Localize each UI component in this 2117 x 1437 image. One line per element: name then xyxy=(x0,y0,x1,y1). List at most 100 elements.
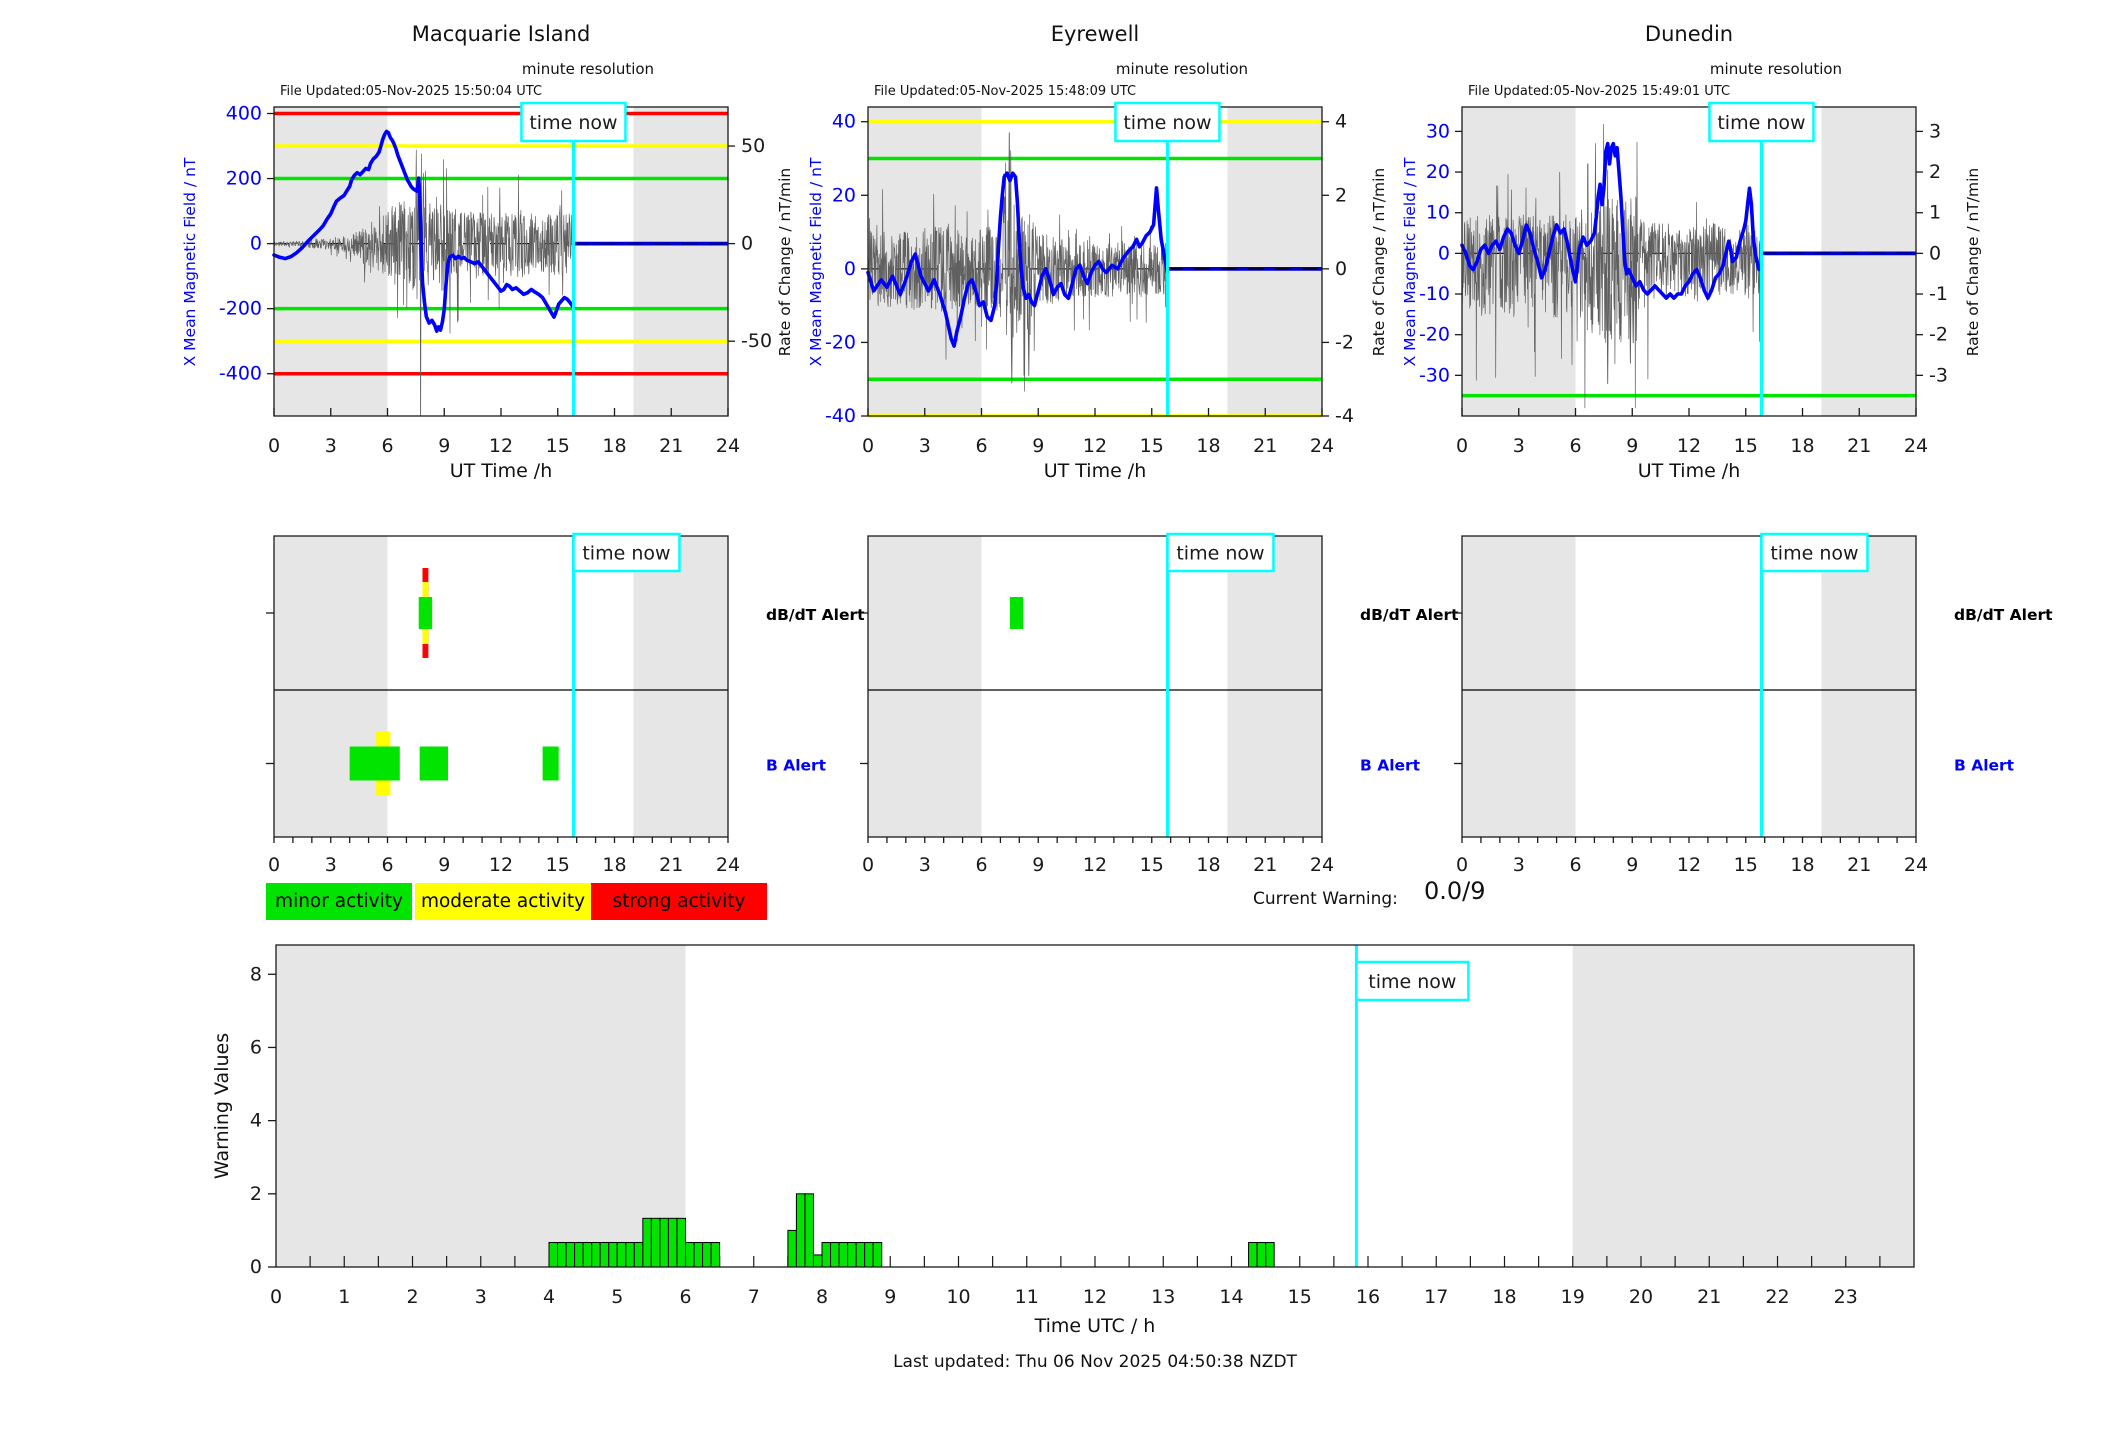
svg-text:20: 20 xyxy=(1629,1286,1653,1308)
time-now-box xyxy=(1114,101,1221,143)
svg-text:3: 3 xyxy=(1513,854,1525,876)
svg-text:6: 6 xyxy=(1569,854,1581,876)
svg-text:8: 8 xyxy=(816,1286,828,1308)
svg-text:3: 3 xyxy=(919,854,931,876)
chart-title-macquarie-island: Macquarie Island xyxy=(411,22,591,46)
svg-text:2: 2 xyxy=(250,1183,262,1205)
svg-text:18: 18 xyxy=(1492,1286,1516,1308)
svg-text:0: 0 xyxy=(862,435,874,457)
svg-text:0: 0 xyxy=(270,1286,282,1308)
current-warning-label: Current Warning: xyxy=(1253,889,1398,909)
y-axis-label-mean-field-eyrewell: X Mean Magnetic Field / nT xyxy=(807,157,825,367)
svg-text:time now: time now xyxy=(1176,543,1264,565)
warning-bar xyxy=(574,1241,584,1268)
resolution-note-eyrewell: minute resolution xyxy=(1115,60,1249,78)
legend-minor-activity: minor activity xyxy=(266,883,412,920)
svg-text:21: 21 xyxy=(659,435,683,457)
warning-values-bar-chart: 0 1 2 3 4 5 6 7 8 9 10 11 12 13 14 15 16 17 18 19 20 21 22 2302… xyxy=(250,944,1915,1308)
warning-bar xyxy=(685,1241,695,1268)
b-alert-row-label: B Alert xyxy=(1954,757,2015,775)
svg-text:0: 0 xyxy=(1456,435,1468,457)
svg-text:24: 24 xyxy=(1310,435,1334,457)
svg-text:time now: time now xyxy=(529,112,617,134)
warning-bar xyxy=(1265,1241,1275,1268)
svg-text:18: 18 xyxy=(602,854,626,876)
svg-text:3: 3 xyxy=(325,435,337,457)
last-updated-text: Last updated: Thu 06 Nov 2025 04:50:38 N… xyxy=(893,1352,1297,1372)
svg-text:21: 21 xyxy=(1253,435,1277,457)
svg-text:9: 9 xyxy=(1032,854,1044,876)
warning-bar xyxy=(838,1241,849,1268)
svg-text:50: 50 xyxy=(741,135,765,157)
svg-text:11: 11 xyxy=(1015,1286,1039,1308)
svg-text:3: 3 xyxy=(919,435,931,457)
y-axis-label-mean-field-macquarie: X Mean Magnetic Field / nT xyxy=(181,157,199,367)
svg-text:200: 200 xyxy=(226,168,262,190)
warning-bar xyxy=(650,1217,661,1268)
svg-text:0: 0 xyxy=(268,854,280,876)
macquarie-island-magnetogram-plot: 0 3 6 9 12 15 18 21 24 400 200 0 -200 -400 50 0 -50 time … xyxy=(219,101,772,457)
svg-text:6: 6 xyxy=(250,1036,262,1058)
shaded-band xyxy=(1821,107,1916,416)
svg-text:6: 6 xyxy=(975,435,987,457)
activity-legend: minor activity moderate activity strong ac… xyxy=(266,883,767,920)
resolution-note-dunedin: minute resolution xyxy=(1709,60,1843,78)
svg-text:3: 3 xyxy=(475,1286,487,1308)
svg-text:-4: -4 xyxy=(1335,405,1354,427)
svg-text:0: 0 xyxy=(862,854,874,876)
svg-text:-20: -20 xyxy=(825,331,856,353)
svg-text:15: 15 xyxy=(1734,435,1758,457)
svg-text:23: 23 xyxy=(1834,1286,1858,1308)
svg-text:-40: -40 xyxy=(825,405,856,427)
legend-strong-activity: strong activity xyxy=(591,883,767,920)
svg-text:9: 9 xyxy=(1626,854,1638,876)
svg-text:12: 12 xyxy=(1677,435,1701,457)
warning-bar xyxy=(702,1241,712,1268)
svg-text:4: 4 xyxy=(250,1110,262,1132)
shaded-band xyxy=(1227,107,1322,416)
svg-text:12: 12 xyxy=(489,854,513,876)
macquarie-island-alert-panel: 0 3 6 9 12 15 18 21 24 dB/dT Alert B Alert time now xyxy=(266,532,865,876)
svg-text:12: 12 xyxy=(1083,1286,1107,1308)
svg-text:21: 21 xyxy=(1697,1286,1721,1308)
svg-text:6: 6 xyxy=(1569,435,1581,457)
svg-text:15: 15 xyxy=(1288,1286,1312,1308)
svg-text:time now: time now xyxy=(582,543,670,565)
svg-text:22: 22 xyxy=(1765,1286,1789,1308)
file-updated-dunedin: File Updated:05-Nov-2025 15:49:01 UTC xyxy=(1468,84,1731,99)
time-now-box xyxy=(1355,960,1470,1002)
resolution-note-macquarie: minute resolution xyxy=(521,60,655,78)
shaded-band xyxy=(274,107,388,416)
warning-bar xyxy=(625,1241,635,1268)
svg-text:12: 12 xyxy=(489,435,513,457)
warning-bar xyxy=(847,1241,857,1268)
warning-bar xyxy=(787,1229,797,1268)
warning-bar xyxy=(855,1241,866,1268)
svg-text:21: 21 xyxy=(1253,854,1277,876)
x-axis-label-eyrewell: UT Time /h xyxy=(1043,460,1147,482)
svg-text:time now: time now xyxy=(1123,112,1211,134)
svg-text:0: 0 xyxy=(1456,854,1468,876)
b-alert-marker-minor xyxy=(349,746,400,781)
warning-bar xyxy=(821,1241,832,1268)
b-alert-row-label: B Alert xyxy=(766,757,827,775)
svg-text:2: 2 xyxy=(1929,161,1941,183)
warning-bar xyxy=(804,1193,814,1268)
svg-text:3: 3 xyxy=(1929,120,1941,142)
svg-text:-400: -400 xyxy=(219,363,262,385)
svg-text:14: 14 xyxy=(1219,1286,1243,1308)
eyrewell-alert-panel: 0 3 6 9 12 15 18 21 24 dB/dT Alert B Alert time now xyxy=(860,532,1459,876)
svg-text:21: 21 xyxy=(659,854,683,876)
svg-text:6: 6 xyxy=(381,854,393,876)
shaded-band xyxy=(1462,536,1576,837)
svg-text:21: 21 xyxy=(1847,854,1871,876)
y-axis-label-rate-eyrewell: Rate of Change / nT/min xyxy=(1370,167,1388,357)
svg-text:24: 24 xyxy=(1904,435,1928,457)
svg-text:1: 1 xyxy=(1929,202,1941,224)
y-axis-label-mean-field-dunedin: X Mean Magnetic Field / nT xyxy=(1401,157,1419,367)
shaded-band xyxy=(868,536,982,837)
time-now-box xyxy=(1760,532,1869,573)
svg-text:9: 9 xyxy=(438,435,450,457)
svg-text:12: 12 xyxy=(1677,854,1701,876)
